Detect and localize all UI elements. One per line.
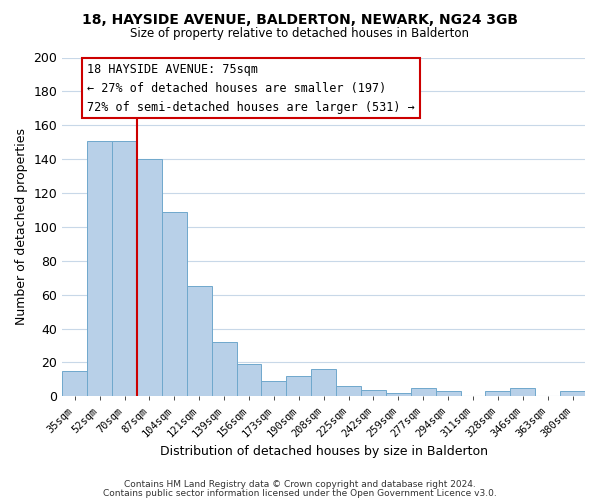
Bar	[361, 390, 386, 396]
Bar	[262, 381, 286, 396]
Bar	[511, 388, 535, 396]
Bar	[311, 369, 336, 396]
Bar	[485, 391, 511, 396]
Text: Contains public sector information licensed under the Open Government Licence v3: Contains public sector information licen…	[103, 488, 497, 498]
Bar	[62, 371, 87, 396]
Bar	[236, 364, 262, 396]
Text: 18, HAYSIDE AVENUE, BALDERTON, NEWARK, NG24 3GB: 18, HAYSIDE AVENUE, BALDERTON, NEWARK, N…	[82, 12, 518, 26]
Text: 18 HAYSIDE AVENUE: 75sqm
← 27% of detached houses are smaller (197)
72% of semi-: 18 HAYSIDE AVENUE: 75sqm ← 27% of detach…	[87, 62, 415, 114]
Y-axis label: Number of detached properties: Number of detached properties	[15, 128, 28, 326]
Bar	[286, 376, 311, 396]
Bar	[87, 140, 112, 396]
Bar	[137, 159, 162, 396]
Bar	[162, 212, 187, 396]
Bar	[112, 140, 137, 396]
Bar	[187, 286, 212, 397]
Text: Contains HM Land Registry data © Crown copyright and database right 2024.: Contains HM Land Registry data © Crown c…	[124, 480, 476, 489]
Bar	[336, 386, 361, 396]
Text: Size of property relative to detached houses in Balderton: Size of property relative to detached ho…	[131, 28, 470, 40]
X-axis label: Distribution of detached houses by size in Balderton: Distribution of detached houses by size …	[160, 444, 488, 458]
Bar	[411, 388, 436, 396]
Bar	[436, 391, 461, 396]
Bar	[386, 393, 411, 396]
Bar	[212, 342, 236, 396]
Bar	[560, 391, 585, 396]
